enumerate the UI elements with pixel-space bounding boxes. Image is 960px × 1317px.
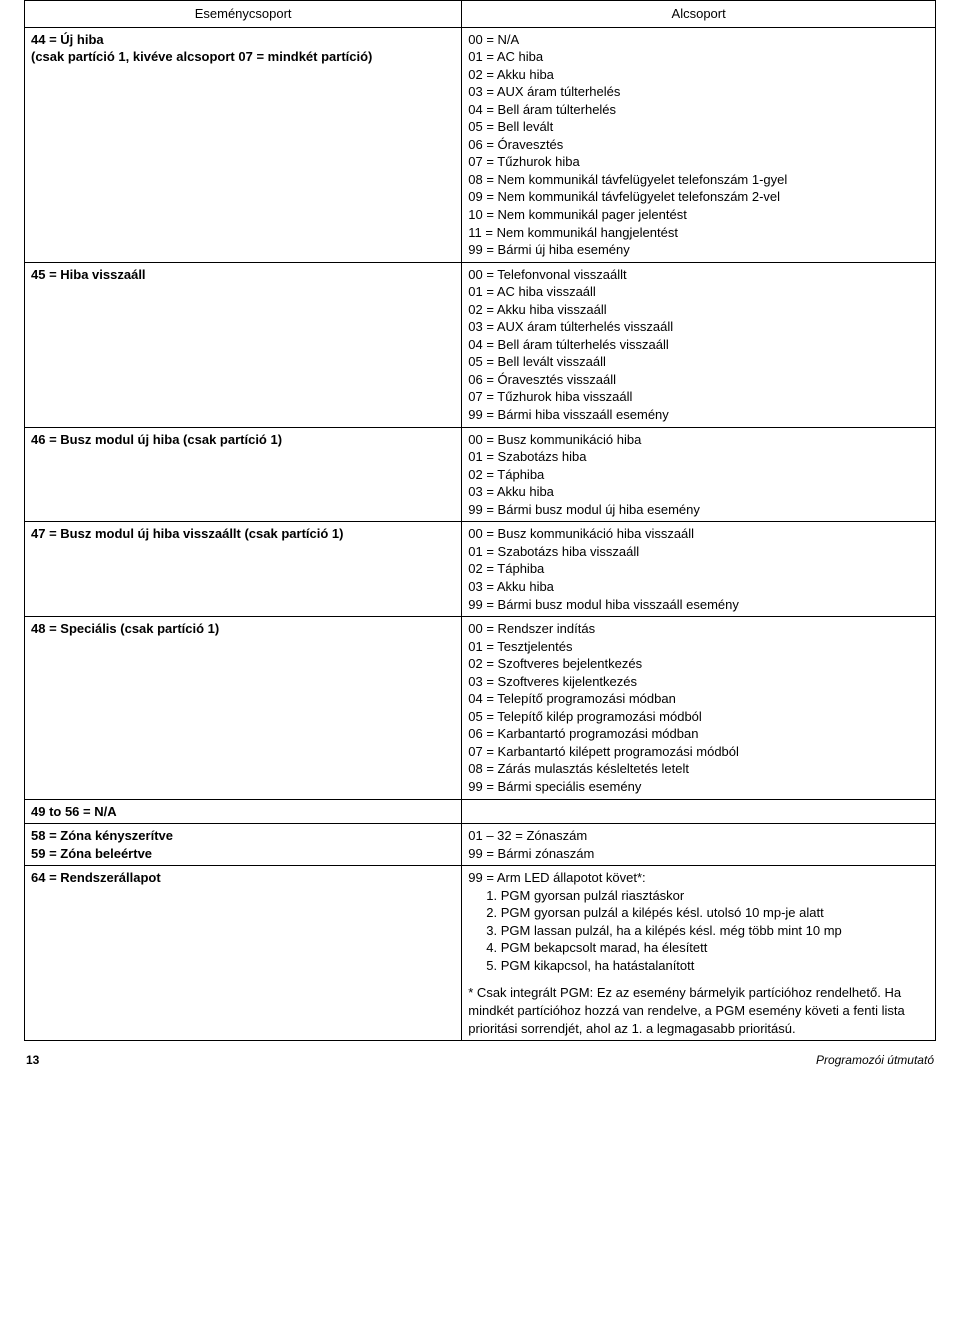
- subgroup-item: 05 = Telepítő kilép programozási módból: [468, 708, 929, 726]
- subgroup-item: 00 = N/A: [468, 31, 929, 49]
- subgroup-item: 01 = AC hiba: [468, 48, 929, 66]
- subgroup-item: 05 = Bell levált: [468, 118, 929, 136]
- doc-title: Programozói útmutató: [816, 1053, 934, 1067]
- table-row: 45 = Hiba visszaáll 00 = Telefonvonal vis…: [25, 262, 936, 427]
- subgroup-item: 08 = Nem kommunikál távfelügyelet telefo…: [468, 171, 929, 189]
- subgroup-item: 06 = Óravesztés: [468, 136, 929, 154]
- subgroup-numbered-item: 4. PGM bekapcsolt marad, ha élesített: [468, 939, 929, 957]
- subgroup-item: 04 = Bell áram túlterhelés visszaáll: [468, 336, 929, 354]
- subgroup-item: 99 = Bármi speciális esemény: [468, 778, 929, 796]
- event-group-cell: 64 = Rendszerállapot: [25, 866, 462, 1041]
- subgroup-item: 01 = AC hiba visszaáll: [468, 283, 929, 301]
- event-group-label: 64 = Rendszerállapot: [31, 869, 455, 887]
- event-group-cell: 58 = Zóna kényszerítve59 = Zóna beleértv…: [25, 824, 462, 866]
- page: Eseménycsoport Alcsoport 44 = Új hiba(cs…: [0, 0, 960, 1087]
- table-row: 49 to 56 = N/A: [25, 799, 936, 824]
- subgroup-numbered-item: 3. PGM lassan pulzál, ha a kilépés késl.…: [468, 922, 929, 940]
- subgroup-item: 99 = Bármi hiba visszaáll esemény: [468, 406, 929, 424]
- subgroup-numbered-item: 5. PGM kikapcsol, ha hatástalanított: [468, 957, 929, 975]
- subgroup-item: 09 = Nem kommunikál távfelügyelet telefo…: [468, 188, 929, 206]
- subgroup-item: 07 = Karbantartó kilépett programozási m…: [468, 743, 929, 761]
- table-header-row: Eseménycsoport Alcsoport: [25, 1, 936, 28]
- subgroup-item: 01 = Szabotázs hiba visszaáll: [468, 543, 929, 561]
- subgroup-numbered-item: 1. PGM gyorsan pulzál riasztáskor: [468, 887, 929, 905]
- subgroup-item: 01 – 32 = Zónaszám: [468, 827, 929, 845]
- subgroup-item: 11 = Nem kommunikál hangjelentést: [468, 224, 929, 242]
- subgroup-item: 99 = Bármi busz modul új hiba esemény: [468, 501, 929, 519]
- subgroup-item: 07 = Tűzhurok hiba visszaáll: [468, 388, 929, 406]
- page-footer: 13 Programozói útmutató: [24, 1053, 936, 1067]
- subgroup-item: 03 = AUX áram túlterhelés: [468, 83, 929, 101]
- event-group-label: 59 = Zóna beleértve: [31, 845, 455, 863]
- event-group-cell: 46 = Busz modul új hiba (csak partíció 1…: [25, 427, 462, 522]
- page-number: 13: [26, 1053, 39, 1067]
- table-row: 46 = Busz modul új hiba (csak partíció 1…: [25, 427, 936, 522]
- col-header-subgroup: Alcsoport: [462, 1, 936, 28]
- subgroup-item: 01 = Tesztjelentés: [468, 638, 929, 656]
- subgroup-item: 02 = Akku hiba visszaáll: [468, 301, 929, 319]
- event-group-label: 47 = Busz modul új hiba visszaállt (csak…: [31, 525, 455, 543]
- subgroup-item: 02 = Táphiba: [468, 560, 929, 578]
- subgroup-item: 02 = Táphiba: [468, 466, 929, 484]
- col-header-event-group: Eseménycsoport: [25, 1, 462, 28]
- subgroup-cell: 00 = Telefonvonal visszaállt01 = AC hiba…: [462, 262, 936, 427]
- event-group-cell: 48 = Speciális (csak partíció 1): [25, 617, 462, 799]
- event-group-label: 58 = Zóna kényszerítve: [31, 827, 455, 845]
- subgroup-item: 02 = Szoftveres bejelentkezés: [468, 655, 929, 673]
- subgroup-cell: [462, 799, 936, 824]
- subgroup-item: 00 = Telefonvonal visszaállt: [468, 266, 929, 284]
- subgroup-item: 00 = Busz kommunikáció hiba visszaáll: [468, 525, 929, 543]
- subgroup-cell: 00 = N/A01 = AC hiba02 = Akku hiba03 = A…: [462, 27, 936, 262]
- table-row: 47 = Busz modul új hiba visszaállt (csak…: [25, 522, 936, 617]
- subgroup-cell: 00 = Rendszer indítás01 = Tesztjelentés0…: [462, 617, 936, 799]
- subgroup-item: 03 = Szoftveres kijelentkezés: [468, 673, 929, 691]
- table-row: 58 = Zóna kényszerítve59 = Zóna beleértv…: [25, 824, 936, 866]
- event-table: Eseménycsoport Alcsoport 44 = Új hiba(cs…: [24, 0, 936, 1041]
- subgroup-item: 02 = Akku hiba: [468, 66, 929, 84]
- table-row: 48 = Speciális (csak partíció 1) 00 = Ren…: [25, 617, 936, 799]
- event-group-label: (csak partíció 1, kivéve alcsoport 07 = …: [31, 48, 455, 66]
- subgroup-item: 06 = Óravesztés visszaáll: [468, 371, 929, 389]
- subgroup-cell: 00 = Busz kommunikáció hiba visszaáll01 …: [462, 522, 936, 617]
- subgroup-item: 99 = Arm LED állapotot követ*:: [468, 869, 929, 887]
- event-group-cell: 49 to 56 = N/A: [25, 799, 462, 824]
- event-group-label: 49 to 56 = N/A: [31, 803, 455, 821]
- event-group-label: 45 = Hiba visszaáll: [31, 266, 455, 284]
- table-row: 44 = Új hiba(csak partíció 1, kivéve alc…: [25, 27, 936, 262]
- subgroup-item: 00 = Rendszer indítás: [468, 620, 929, 638]
- subgroup-cell: 00 = Busz kommunikáció hiba01 = Szabotáz…: [462, 427, 936, 522]
- subgroup-cell: 01 – 32 = Zónaszám99 = Bármi zónaszám: [462, 824, 936, 866]
- event-group-label: 46 = Busz modul új hiba (csak partíció 1…: [31, 431, 455, 449]
- subgroup-item: 03 = Akku hiba: [468, 483, 929, 501]
- subgroup-item: 01 = Szabotázs hiba: [468, 448, 929, 466]
- subgroup-cell: 99 = Arm LED állapotot követ*:1. PGM gyo…: [462, 866, 936, 1041]
- subgroup-item: 07 = Tűzhurok hiba: [468, 153, 929, 171]
- subgroup-item: 99 = Bármi új hiba esemény: [468, 241, 929, 259]
- subgroup-item: 00 = Busz kommunikáció hiba: [468, 431, 929, 449]
- subgroup-item: 99 = Bármi zónaszám: [468, 845, 929, 863]
- subgroup-item: 05 = Bell levált visszaáll: [468, 353, 929, 371]
- table-row: 64 = Rendszerállapot 99 = Arm LED állapot…: [25, 866, 936, 1041]
- subgroup-item: 08 = Zárás mulasztás késleltetés letelt: [468, 760, 929, 778]
- event-group-cell: 44 = Új hiba(csak partíció 1, kivéve alc…: [25, 27, 462, 262]
- event-group-label: 44 = Új hiba: [31, 31, 455, 49]
- subgroup-item: 04 = Telepítő programozási módban: [468, 690, 929, 708]
- event-group-cell: 45 = Hiba visszaáll: [25, 262, 462, 427]
- subgroup-item: 10 = Nem kommunikál pager jelentést: [468, 206, 929, 224]
- subgroup-numbered-item: 2. PGM gyorsan pulzál a kilépés késl. ut…: [468, 904, 929, 922]
- event-group-cell: 47 = Busz modul új hiba visszaállt (csak…: [25, 522, 462, 617]
- subgroup-note: * Csak integrált PGM: Ez az esemény bárm…: [468, 984, 929, 1037]
- subgroup-item: 04 = Bell áram túlterhelés: [468, 101, 929, 119]
- subgroup-item: 06 = Karbantartó programozási módban: [468, 725, 929, 743]
- event-group-label: 48 = Speciális (csak partíció 1): [31, 620, 455, 638]
- subgroup-item: 99 = Bármi busz modul hiba visszaáll ese…: [468, 596, 929, 614]
- subgroup-item: 03 = AUX áram túlterhelés visszaáll: [468, 318, 929, 336]
- subgroup-item: 03 = Akku hiba: [468, 578, 929, 596]
